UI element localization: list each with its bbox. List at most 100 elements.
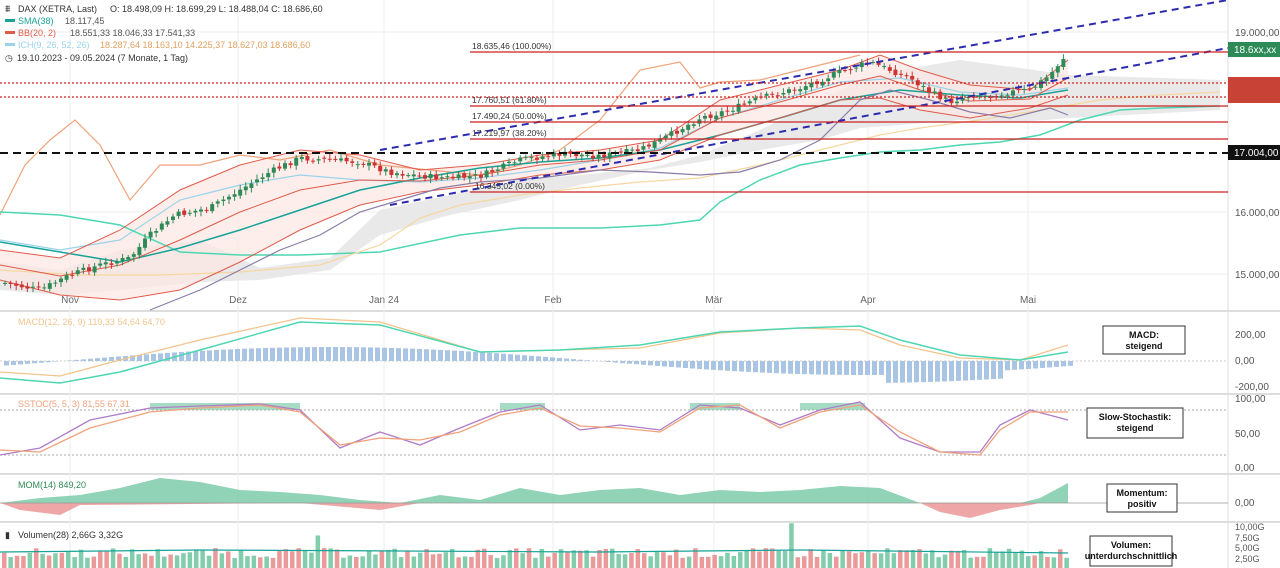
candle-body (339, 158, 343, 161)
macd-line (0, 321, 1069, 384)
macd-histogram-bar (347, 347, 352, 361)
macd-histogram-bar (459, 351, 464, 361)
candle-body (574, 153, 579, 157)
candle-body (507, 161, 511, 163)
candle-body (764, 93, 769, 96)
volume-bar (770, 548, 775, 568)
macd-histogram-bar (564, 358, 569, 361)
volume-bar (450, 548, 455, 568)
volume-bar (187, 552, 193, 568)
macd-histogram-bar (431, 349, 436, 361)
volume-bar (763, 548, 769, 568)
candle-body (148, 231, 153, 238)
volume-bar (398, 557, 404, 568)
macd-histogram-bar (739, 361, 744, 372)
volume-bar (283, 549, 289, 568)
mom-tick-0: 0,00 (1235, 498, 1255, 509)
mom-note-text: positiv (1127, 499, 1156, 509)
macd-histogram-bar (956, 361, 961, 381)
candle-body (1039, 80, 1043, 89)
candle-body (714, 115, 719, 120)
candle-body (350, 161, 355, 163)
black-level-tag (1228, 145, 1280, 160)
volume-bar (949, 550, 954, 568)
macd-histogram-bar (305, 347, 310, 361)
volume-bar (987, 548, 993, 568)
macd-histogram-bar (529, 355, 534, 361)
candle-body (899, 73, 903, 75)
x-label: Dez (229, 295, 247, 306)
macd-histogram-bar (186, 351, 191, 361)
macd-histogram-bar (256, 348, 261, 361)
macd-histogram-bar (585, 360, 590, 361)
vol-tick-7: 7,50G (1235, 533, 1260, 543)
candle-body (820, 81, 825, 86)
volume-bar (578, 550, 583, 568)
volume-bar (853, 553, 858, 568)
volume-bar (514, 548, 519, 568)
momentum-positive-area (0, 478, 1068, 503)
volume-bar (46, 555, 52, 568)
candle-body (484, 170, 489, 178)
macd-histogram-bar (627, 361, 632, 364)
candle-body (182, 210, 187, 215)
volume-bar (360, 556, 365, 568)
volume-bar (725, 552, 730, 568)
candle-body (322, 157, 327, 159)
volume-bar (1038, 551, 1044, 568)
candle-body (154, 231, 159, 233)
macd-histogram-bar (970, 361, 975, 381)
macd-note-text: MACD: (1129, 330, 1159, 340)
candle-body (602, 154, 607, 158)
macd-note-text: steigend (1125, 341, 1162, 351)
candle-body (109, 263, 114, 265)
volume-bar (648, 556, 653, 568)
macd-histogram-bar (900, 361, 905, 383)
candle-body (299, 156, 304, 160)
candle-body (691, 124, 696, 126)
macd-histogram-bar (1054, 361, 1059, 367)
candle-body (14, 283, 19, 286)
volume-bar (494, 557, 500, 568)
candle-body (770, 93, 775, 95)
candle-body (473, 174, 478, 176)
candle-body (215, 201, 220, 204)
volume-bar (904, 550, 909, 568)
candle-body (283, 163, 287, 169)
macd-histogram-bar (221, 349, 226, 361)
ichimoku-leading-span (0, 105, 1221, 256)
candle-body (747, 101, 752, 104)
macd-histogram-bar (753, 361, 758, 373)
x-axis-labels: Nov Dez Jan 24 Feb Mär Apr Mai (61, 295, 1036, 306)
macd-histogram-bar (74, 359, 79, 361)
candle-body (428, 174, 433, 179)
volume-bar (162, 556, 167, 568)
candle-body (876, 61, 881, 65)
macd-histogram-bar (340, 347, 345, 361)
candle-body (596, 154, 601, 159)
candle-body (75, 270, 80, 275)
macd-histogram-bar (445, 350, 450, 361)
macd-histogram-bar (865, 361, 870, 375)
volume-panel (0, 523, 1069, 568)
macd-histogram-bar (914, 361, 919, 383)
candle-body (42, 287, 47, 289)
macd-histogram-bar (732, 361, 737, 372)
macd-histogram-bar (1019, 361, 1024, 370)
volume-bar (1019, 550, 1025, 568)
volume-bar (962, 550, 967, 568)
volume-bar (533, 557, 538, 568)
macd-histogram-bar (151, 353, 156, 361)
volume-bar (782, 551, 788, 568)
candle-body (652, 141, 657, 148)
candle-body (887, 67, 892, 71)
macd-histogram-bar (179, 351, 184, 361)
macd-histogram-bar (39, 361, 44, 363)
volume-bar (14, 555, 20, 568)
candle-body (977, 96, 982, 98)
volume-bar (430, 554, 436, 568)
volume-bar (712, 554, 717, 568)
candle-body (703, 115, 707, 119)
macd-histogram-bar (571, 359, 576, 361)
